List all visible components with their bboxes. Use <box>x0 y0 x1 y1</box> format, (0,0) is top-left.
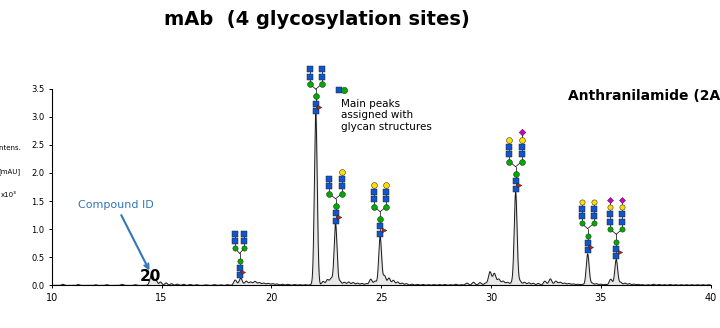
Text: Anthranilamide (2AB): Anthranilamide (2AB) <box>568 89 720 103</box>
Text: Compound ID: Compound ID <box>78 200 154 268</box>
Text: Main peaks
assigned with
glycan structures: Main peaks assigned with glycan structur… <box>341 99 431 132</box>
Text: mAb  (4 glycosylation sites): mAb (4 glycosylation sites) <box>164 10 469 29</box>
Text: Intens.: Intens. <box>0 145 21 151</box>
Text: x10³: x10³ <box>1 192 17 198</box>
Text: 20: 20 <box>140 269 161 284</box>
Text: [mAU]: [mAU] <box>0 168 20 174</box>
